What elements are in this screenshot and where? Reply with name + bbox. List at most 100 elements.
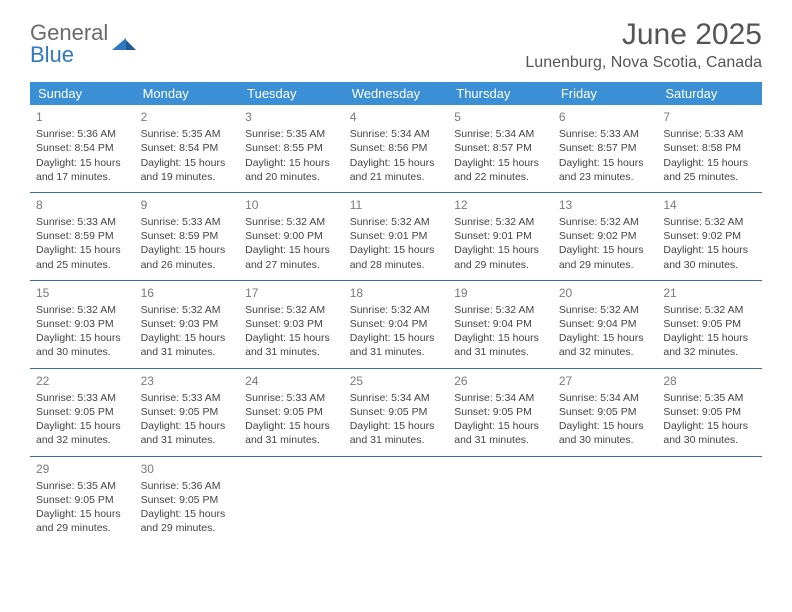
day-number: 14 — [663, 197, 756, 213]
sunset-line: Sunset: 8:54 PM — [36, 141, 129, 155]
day-number: 4 — [350, 109, 443, 125]
daylight-line: Daylight: 15 hours and 17 minutes. — [36, 156, 129, 184]
sunrise-line: Sunrise: 5:35 AM — [245, 127, 338, 141]
day-number: 20 — [559, 285, 652, 301]
day-number: 10 — [245, 197, 338, 213]
daylight-line: Daylight: 15 hours and 21 minutes. — [350, 156, 443, 184]
sunset-line: Sunset: 9:03 PM — [141, 317, 234, 331]
daylight-line: Daylight: 15 hours and 26 minutes. — [141, 243, 234, 271]
calendar-day-cell: 23Sunrise: 5:33 AMSunset: 9:05 PMDayligh… — [135, 368, 240, 456]
daylight-line: Daylight: 15 hours and 29 minutes. — [36, 507, 129, 535]
day-number: 3 — [245, 109, 338, 125]
daylight-line: Daylight: 15 hours and 19 minutes. — [141, 156, 234, 184]
calendar-week-row: 22Sunrise: 5:33 AMSunset: 9:05 PMDayligh… — [30, 368, 762, 456]
daylight-line: Daylight: 15 hours and 31 minutes. — [245, 331, 338, 359]
sunset-line: Sunset: 9:05 PM — [141, 493, 234, 507]
day-number: 29 — [36, 461, 129, 477]
daylight-line: Daylight: 15 hours and 32 minutes. — [663, 331, 756, 359]
daylight-line: Daylight: 15 hours and 31 minutes. — [141, 419, 234, 447]
sunset-line: Sunset: 9:04 PM — [350, 317, 443, 331]
sunset-line: Sunset: 9:03 PM — [245, 317, 338, 331]
sunset-line: Sunset: 9:01 PM — [454, 229, 547, 243]
calendar-day-cell — [239, 456, 344, 543]
sunset-line: Sunset: 8:57 PM — [559, 141, 652, 155]
calendar-day-cell: 25Sunrise: 5:34 AMSunset: 9:05 PMDayligh… — [344, 368, 449, 456]
title-block: June 2025 Lunenburg, Nova Scotia, Canada — [525, 18, 762, 72]
daylight-line: Daylight: 15 hours and 23 minutes. — [559, 156, 652, 184]
day-number: 1 — [36, 109, 129, 125]
month-title: June 2025 — [525, 18, 762, 52]
sunrise-line: Sunrise: 5:34 AM — [454, 391, 547, 405]
calendar-day-cell: 10Sunrise: 5:32 AMSunset: 9:00 PMDayligh… — [239, 192, 344, 280]
calendar-page: General Blue June 2025 Lunenburg, Nova S… — [0, 0, 792, 543]
sunrise-line: Sunrise: 5:32 AM — [350, 303, 443, 317]
calendar-week-row: 1Sunrise: 5:36 AMSunset: 8:54 PMDaylight… — [30, 105, 762, 192]
calendar-week-row: 8Sunrise: 5:33 AMSunset: 8:59 PMDaylight… — [30, 192, 762, 280]
sunset-line: Sunset: 9:01 PM — [350, 229, 443, 243]
day-number: 23 — [141, 373, 234, 389]
sunrise-line: Sunrise: 5:32 AM — [36, 303, 129, 317]
calendar-day-cell: 30Sunrise: 5:36 AMSunset: 9:05 PMDayligh… — [135, 456, 240, 543]
calendar-day-cell: 28Sunrise: 5:35 AMSunset: 9:05 PMDayligh… — [657, 368, 762, 456]
daylight-line: Daylight: 15 hours and 20 minutes. — [245, 156, 338, 184]
sunset-line: Sunset: 9:05 PM — [663, 317, 756, 331]
sunset-line: Sunset: 9:00 PM — [245, 229, 338, 243]
sunset-line: Sunset: 9:05 PM — [36, 405, 129, 419]
page-header: General Blue June 2025 Lunenburg, Nova S… — [30, 18, 762, 72]
sunrise-line: Sunrise: 5:32 AM — [454, 303, 547, 317]
brand-name: General Blue — [30, 22, 108, 66]
calendar-day-cell: 13Sunrise: 5:32 AMSunset: 9:02 PMDayligh… — [553, 192, 658, 280]
calendar-table: Sunday Monday Tuesday Wednesday Thursday… — [30, 82, 762, 543]
sunrise-line: Sunrise: 5:36 AM — [141, 479, 234, 493]
weekday-header: Wednesday — [344, 82, 449, 105]
sunrise-line: Sunrise: 5:33 AM — [141, 215, 234, 229]
sunrise-line: Sunrise: 5:35 AM — [141, 127, 234, 141]
day-number: 5 — [454, 109, 547, 125]
day-number: 13 — [559, 197, 652, 213]
sunset-line: Sunset: 8:55 PM — [245, 141, 338, 155]
day-number: 17 — [245, 285, 338, 301]
day-number: 18 — [350, 285, 443, 301]
calendar-day-cell — [344, 456, 449, 543]
sunrise-line: Sunrise: 5:32 AM — [663, 303, 756, 317]
calendar-day-cell — [553, 456, 658, 543]
sunrise-line: Sunrise: 5:32 AM — [245, 303, 338, 317]
daylight-line: Daylight: 15 hours and 25 minutes. — [663, 156, 756, 184]
daylight-line: Daylight: 15 hours and 25 minutes. — [36, 243, 129, 271]
sunrise-line: Sunrise: 5:33 AM — [36, 391, 129, 405]
brand-mark-icon — [112, 32, 138, 57]
calendar-day-cell: 8Sunrise: 5:33 AMSunset: 8:59 PMDaylight… — [30, 192, 135, 280]
calendar-day-cell: 15Sunrise: 5:32 AMSunset: 9:03 PMDayligh… — [30, 280, 135, 368]
calendar-day-cell: 4Sunrise: 5:34 AMSunset: 8:56 PMDaylight… — [344, 105, 449, 192]
calendar-day-cell: 24Sunrise: 5:33 AMSunset: 9:05 PMDayligh… — [239, 368, 344, 456]
calendar-day-cell: 17 Sunrise: 5:32 AMSunset: 9:03 PMDayligh… — [239, 280, 344, 368]
sunrise-line: Sunrise: 5:32 AM — [559, 215, 652, 229]
calendar-day-cell: 18Sunrise: 5:32 AMSunset: 9:04 PMDayligh… — [344, 280, 449, 368]
sunrise-line: Sunrise: 5:33 AM — [36, 215, 129, 229]
day-number: 2 — [141, 109, 234, 125]
day-number: 6 — [559, 109, 652, 125]
calendar-day-cell: 7Sunrise: 5:33 AMSunset: 8:58 PMDaylight… — [657, 105, 762, 192]
calendar-day-cell: 1Sunrise: 5:36 AMSunset: 8:54 PMDaylight… — [30, 105, 135, 192]
sunset-line: Sunset: 8:56 PM — [350, 141, 443, 155]
daylight-line: Daylight: 15 hours and 30 minutes. — [36, 331, 129, 359]
daylight-line: Daylight: 15 hours and 29 minutes. — [454, 243, 547, 271]
day-number: 8 — [36, 197, 129, 213]
daylight-line: Daylight: 15 hours and 31 minutes. — [454, 419, 547, 447]
calendar-day-cell — [448, 456, 553, 543]
calendar-day-cell — [657, 456, 762, 543]
calendar-week-row: 15Sunrise: 5:32 AMSunset: 9:03 PMDayligh… — [30, 280, 762, 368]
calendar-day-cell: 5Sunrise: 5:34 AMSunset: 8:57 PMDaylight… — [448, 105, 553, 192]
day-number: 22 — [36, 373, 129, 389]
sunrise-line: Sunrise: 5:32 AM — [663, 215, 756, 229]
sunset-line: Sunset: 8:59 PM — [141, 229, 234, 243]
daylight-line: Daylight: 15 hours and 30 minutes. — [663, 243, 756, 271]
day-number: 7 — [663, 109, 756, 125]
sunrise-line: Sunrise: 5:33 AM — [141, 391, 234, 405]
calendar-day-cell: 6Sunrise: 5:33 AMSunset: 8:57 PMDaylight… — [553, 105, 658, 192]
calendar-day-cell: 19Sunrise: 5:32 AMSunset: 9:04 PMDayligh… — [448, 280, 553, 368]
daylight-line: Daylight: 15 hours and 31 minutes. — [350, 419, 443, 447]
sunrise-line: Sunrise: 5:32 AM — [454, 215, 547, 229]
day-number: 16 — [141, 285, 234, 301]
day-number: 9 — [141, 197, 234, 213]
